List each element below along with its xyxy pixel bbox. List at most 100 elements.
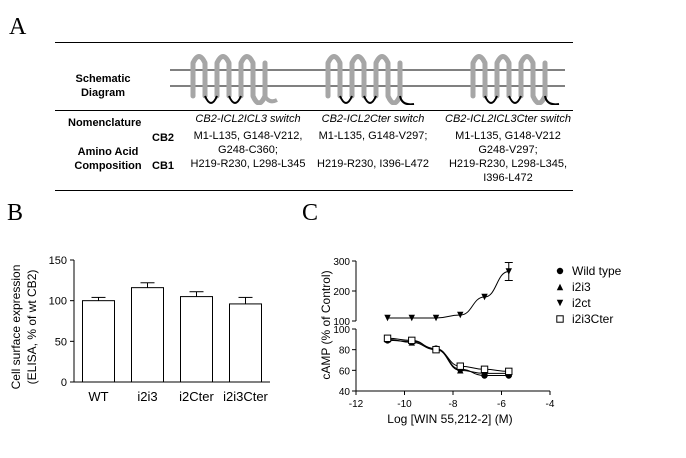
point-i2i3Cter	[383, 334, 392, 342]
receptor-schematic-2	[325, 54, 415, 105]
bar-x-tick-label: i2Cter	[179, 389, 214, 404]
point-i2i3	[457, 367, 464, 374]
extracellular-loop	[190, 54, 208, 65]
dr-y-tick-label: 100	[333, 317, 350, 328]
nomenclature-icl2icl3cter: CB2-ICL2ICL3Cter switch	[445, 113, 571, 125]
chimeric-intracellular-loop	[339, 95, 353, 104]
bar-y-tick-label: 50	[55, 336, 67, 348]
receptor-schematic-1	[190, 54, 278, 105]
dr-x-axis-label: Log [WIN 55,212-2] (M)	[387, 412, 512, 426]
table-bottom-rule	[55, 190, 573, 191]
dr-x-tick-label: -10	[397, 399, 412, 410]
point-i2ct	[432, 314, 440, 322]
chimeric-intracellular-loop	[508, 95, 522, 104]
bar-i2i3Cter	[229, 303, 262, 383]
legend-marker-Wild type	[556, 267, 564, 275]
extracellular-loop	[238, 54, 256, 65]
dr-x-tick-label: -12	[349, 399, 364, 410]
legend: Wild type i2i3 i2ct i2i3Cter	[556, 264, 622, 326]
dr-y-tick-label: 200	[333, 287, 350, 298]
panel-label-b: B	[7, 200, 24, 226]
point-i2ct	[457, 311, 464, 319]
point-i2i3Cter	[432, 345, 440, 354]
point-i2i3	[481, 370, 488, 377]
bar-y-tick-label: 100	[49, 296, 67, 308]
bar-WT	[82, 300, 115, 383]
intracellular-loop	[250, 94, 268, 105]
bar-x-tick-label: WT	[88, 389, 108, 404]
column-icl2icl3: CB2-ICL2ICL3 switch M1-L135, G148-V212, …	[178, 112, 318, 171]
extracellular-loop	[518, 54, 536, 65]
dr-y-axis-label: cAMP (% of Control)	[319, 270, 333, 379]
legend-label-i2i3: i2i3	[572, 280, 591, 294]
bar-y-tick-label: 150	[49, 255, 67, 267]
dr-x-tick-label: -8	[449, 399, 458, 410]
legend-label-i2ct: i2ct	[572, 296, 591, 310]
c-terminal-tail	[263, 95, 278, 104]
legend-marker-i2i3	[556, 283, 564, 291]
panel-label-c: C	[302, 200, 319, 226]
cb1-composition-icl2icl3: H219-R230, L298-L345	[190, 158, 306, 170]
curve-i2ct	[387, 271, 509, 319]
curve-i2i3Cter	[387, 337, 509, 372]
cb1-composition-icl2icl3cter: H219-R230, L298-L345, I396-L472	[448, 158, 568, 184]
dr-x-tick-label: -6	[497, 399, 506, 410]
bar-x-tick-label: i2i3Cter	[223, 389, 268, 404]
legend-marker-i2ct	[556, 299, 564, 307]
dr-y-tick-label: 40	[339, 387, 351, 398]
dr-y-tick-label: 100	[333, 325, 350, 336]
extracellular-loop	[325, 54, 343, 65]
point-i2i3Cter	[480, 365, 489, 373]
dr-y-tick-label: 60	[339, 366, 351, 377]
panel-label-a: A	[9, 14, 27, 40]
bar-y-axis-label-line1: Cell surface expression	[9, 265, 23, 390]
chimeric-intracellular-loop	[204, 95, 218, 104]
receptor-schematic-3	[470, 54, 560, 105]
cb2-composition-icl2cter: M1-L135, G148-V297;	[318, 130, 428, 142]
extracellular-loop	[470, 54, 488, 65]
row-header-schematic: Schematic Diagram	[75, 73, 131, 99]
table-mid-rule	[55, 110, 573, 111]
legend-label-Wild type: Wild type	[572, 264, 622, 278]
bar-i2i3	[131, 287, 164, 383]
row-header-amino-acid: Amino Acid Composition	[74, 146, 142, 172]
column-icl2icl3cter: CB2-ICL2ICL3Cter switch M1-L135, G148-V2…	[438, 112, 578, 185]
dr-y-tick-label: 80	[339, 346, 351, 357]
chimeric-c-terminal-tail	[399, 95, 415, 105]
schematic-diagram	[170, 54, 565, 105]
sub-header-cb2: CB2	[152, 132, 175, 144]
bar-y-axis-label-line2: (ELISA, % of wt CB2)	[25, 270, 39, 385]
row-header-nomenclature: Nomenclature	[68, 117, 142, 129]
extracellular-loop	[373, 54, 391, 65]
dr-y-tick-label: 300	[333, 257, 350, 268]
bar-chart: Cell surface expression (ELISA, % of wt …	[9, 255, 270, 404]
bar-i2Cter	[180, 296, 213, 383]
extracellular-loop	[214, 54, 232, 65]
receptor-schematics	[190, 54, 560, 105]
legend-marker-i2i3Cter	[556, 315, 564, 323]
cb2-composition-icl2icl3: M1-L135, G148-V212, G248-C360;	[193, 130, 303, 156]
extracellular-loop	[349, 54, 367, 65]
point-i2ct	[481, 293, 488, 301]
dr-x-tick-label: -4	[546, 399, 555, 410]
chimeric-intracellular-loop	[228, 95, 242, 104]
point-i2i3Cter	[408, 336, 416, 345]
curve-i2i3	[387, 338, 509, 374]
cb1-composition-icl2cter: H219-R230, I396-L472	[317, 158, 429, 170]
chimeric-c-terminal-tail	[544, 95, 560, 105]
point-i2i3Cter	[505, 367, 513, 376]
intracellular-loop	[385, 94, 403, 105]
extracellular-loop	[494, 54, 512, 65]
column-icl2cter: CB2-ICL2Cter switch M1-L135, G148-V297; …	[303, 112, 443, 171]
point-i2i3Cter	[456, 362, 464, 370]
nomenclature-icl2icl3: CB2-ICL2ICL3 switch	[195, 113, 301, 125]
nomenclature-icl2cter: CB2-ICL2Cter switch	[321, 113, 425, 125]
cb2-composition-icl2icl3cter: M1-L135, G148-V212 G248-V297;	[455, 130, 561, 156]
point-i2ct	[384, 314, 391, 322]
table-top-rule	[55, 42, 573, 43]
chimeric-intracellular-loop	[484, 95, 498, 104]
sub-header-cb1: CB1	[152, 160, 175, 172]
chimeric-intracellular-loop	[363, 95, 377, 104]
bar-y-tick-label: 0	[61, 377, 67, 389]
bar-x-tick-label: i2i3	[137, 389, 157, 404]
